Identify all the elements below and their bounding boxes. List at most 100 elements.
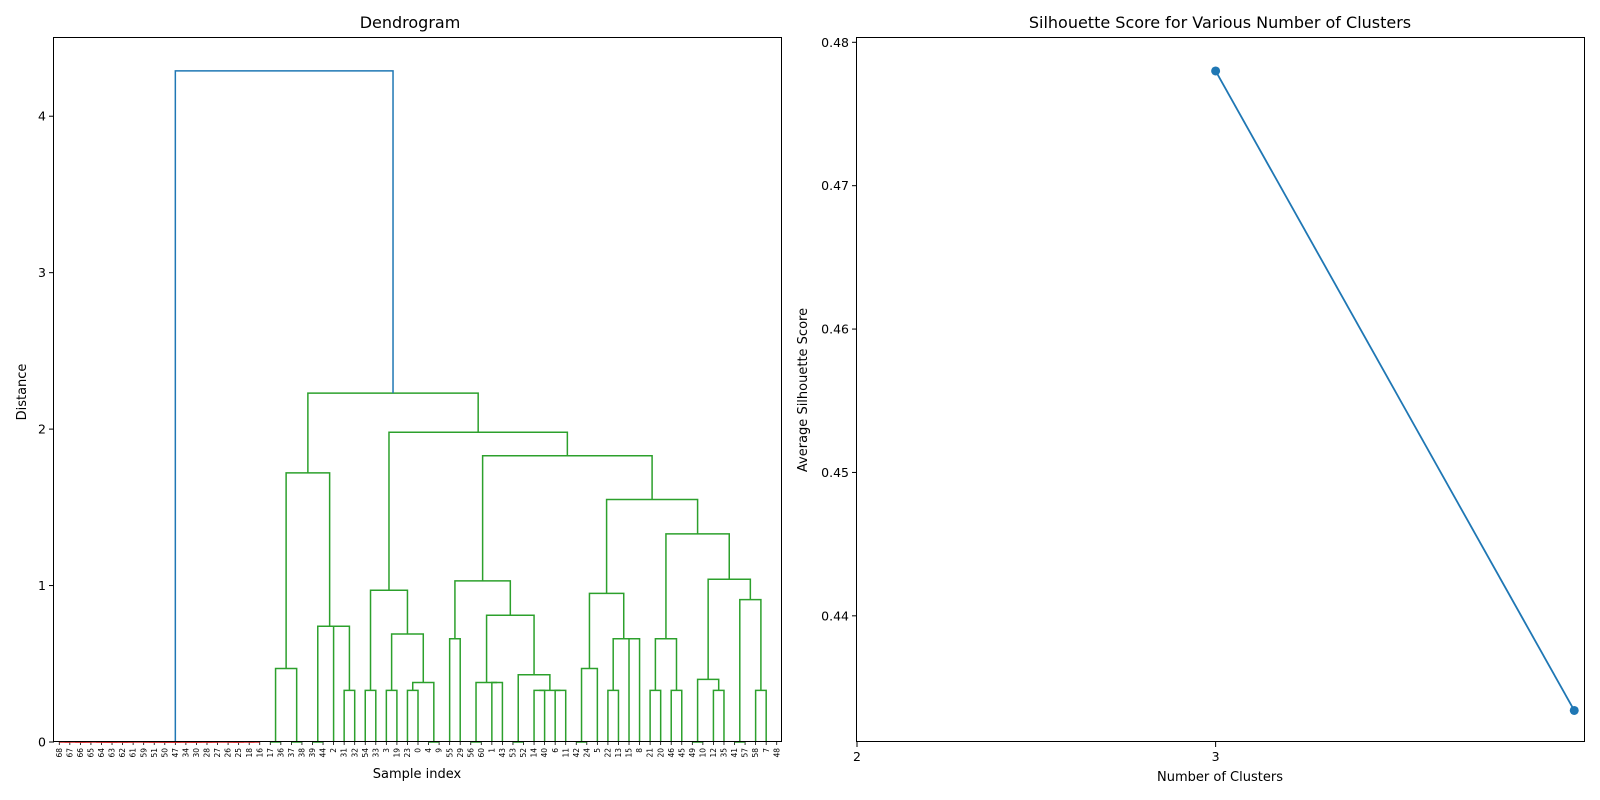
dendrogram-leaf-label: 25 xyxy=(234,748,243,758)
dendrogram-link xyxy=(665,533,730,639)
dendrogram-link xyxy=(481,454,653,581)
dendrogram-link xyxy=(448,637,461,742)
dendrogram-leaf-label: 45 xyxy=(677,748,686,758)
dendrogram-leaf-label: 21 xyxy=(646,748,655,758)
dendrogram-leaf-label: 28 xyxy=(203,748,212,758)
dendrogram-link xyxy=(285,472,331,669)
dendrogram-leaf-labels: 68 67 66 65 64 63 62 61 59 51 50 47 34 30 28 27 26 25 18 16… xyxy=(55,742,781,758)
silhouette-x-tick-label: 3 xyxy=(1212,749,1220,764)
dendrogram-x-label: Sample index xyxy=(373,767,462,782)
silhouette-point xyxy=(1211,66,1221,76)
silhouette-chart: Silhouette Score for Various Number of C… xyxy=(796,13,1585,785)
dendrogram-leaf-label: 42 xyxy=(572,748,581,758)
dendrogram-leaf-label: 49 xyxy=(688,748,697,758)
dendrogram-link xyxy=(670,689,683,742)
dendrogram-leaf-label: 26 xyxy=(224,748,233,758)
dendrogram-leaf-label: 17 xyxy=(266,748,275,758)
dendrogram-leaf-label: 63 xyxy=(108,748,117,758)
dendrogram-leaf-label: 59 xyxy=(139,748,148,758)
dendrogram-leaf-label: 41 xyxy=(730,748,739,758)
dendrogram-leaf-label: 7 xyxy=(762,748,771,753)
dendrogram-leaf-label: 58 xyxy=(751,748,760,758)
dendrogram-leaf-label: 53 xyxy=(509,748,518,758)
dendrogram-y-label: Distance xyxy=(15,364,30,421)
silhouette-y-tick-label: 0.47 xyxy=(821,178,849,193)
dendrogram-links xyxy=(59,70,767,743)
dendrogram-leaf-label: 44 xyxy=(319,748,328,758)
dendrogram-leaf-label: 61 xyxy=(129,748,138,758)
dendrogram-link xyxy=(174,70,394,742)
dendrogram-leaf-label: 62 xyxy=(118,748,127,758)
dendrogram-leaf-label: 64 xyxy=(97,748,106,758)
dendrogram-leaf-label: 24 xyxy=(582,748,591,758)
dendrogram-leaf-label: 8 xyxy=(635,748,644,753)
dendrogram-leaf-label: 0 xyxy=(414,748,423,753)
dendrogram-y-ticks: 0 1 2 3 4 xyxy=(38,109,54,750)
dendrogram-link xyxy=(612,637,635,691)
silhouette-y-tick-label: 0.44 xyxy=(821,608,849,623)
silhouette-y-tick-label: 0.45 xyxy=(821,465,849,480)
dendrogram-leaf-label: 60 xyxy=(477,748,486,758)
dendrogram-leaf-label: 38 xyxy=(298,748,307,758)
dendrogram-leaf-label: 20 xyxy=(656,748,665,758)
dendrogram-link xyxy=(332,625,351,742)
silhouette-point xyxy=(1569,705,1579,715)
dendrogram-leaf-label: 67 xyxy=(65,748,74,758)
dendrogram-leaf-label: 68 xyxy=(55,748,64,758)
dendrogram-link xyxy=(649,689,662,742)
dendrogram-link xyxy=(317,625,342,742)
dendrogram-leaf-label: 2 xyxy=(329,748,338,753)
dendrogram-title: Dendrogram xyxy=(360,13,461,32)
dendrogram-leaf-label: 32 xyxy=(350,748,359,758)
dendrogram-leaf-label: 11 xyxy=(561,748,570,758)
dendrogram-link xyxy=(385,689,398,742)
dendrogram-link xyxy=(554,689,567,742)
dendrogram-leaf-label: 51 xyxy=(150,748,159,758)
dendrogram-link xyxy=(485,614,535,683)
dendrogram-link xyxy=(712,689,725,742)
silhouette-ticks: 0.44 0.45 0.46 0.47 0.48 2 3 xyxy=(821,35,1219,764)
dendrogram-leaf-label: 34 xyxy=(181,748,190,758)
dendrogram-leaf-label: 33 xyxy=(371,748,380,758)
dendrogram-leaf-label: 56 xyxy=(466,748,475,758)
dendrogram-link xyxy=(605,498,699,594)
dendrogram-leaf-label: 13 xyxy=(614,748,623,758)
dendrogram-link xyxy=(533,689,546,742)
dendrogram-link xyxy=(696,678,720,742)
dendrogram-y-tick-label: 3 xyxy=(38,265,46,280)
dendrogram-link xyxy=(517,673,551,742)
dendrogram-leaf-label: 66 xyxy=(76,748,85,758)
dendrogram-link xyxy=(454,580,512,639)
dendrogram-link xyxy=(754,689,767,742)
dendrogram-link xyxy=(475,681,498,742)
dendrogram-y-tick-label: 1 xyxy=(38,578,46,593)
dendrogram-link xyxy=(707,578,752,680)
dendrogram-leaf-label: 19 xyxy=(392,748,401,758)
dendrogram-leaf-label: 36 xyxy=(276,748,285,758)
dendrogram-leaf-label: 43 xyxy=(498,748,507,758)
dendrogram-leaf-label: 9 xyxy=(435,748,444,753)
dendrogram-leaf-label: 18 xyxy=(245,748,254,758)
dendrogram-link xyxy=(491,681,504,742)
dendrogram-leaf-label: 16 xyxy=(255,748,264,758)
dendrogram-leaf-label: 23 xyxy=(403,748,412,758)
dendrogram-link xyxy=(343,689,356,742)
dendrogram-link xyxy=(364,689,377,742)
dendrogram-link xyxy=(628,637,641,742)
dendrogram-leaf-label: 31 xyxy=(340,748,349,758)
dendrogram-leaf-label: 46 xyxy=(667,748,676,758)
dendrogram-link xyxy=(406,689,419,742)
dendrogram-y-tick-label: 4 xyxy=(38,109,46,124)
dendrogram-leaf-label: 14 xyxy=(530,748,539,758)
dendrogram-leaf-label: 10 xyxy=(698,748,707,758)
silhouette-line xyxy=(1214,70,1576,711)
dendrogram-leaf-label: 50 xyxy=(160,748,169,758)
dendrogram-leaf-label: 22 xyxy=(604,748,613,758)
dendrogram-leaf-label: 52 xyxy=(519,748,528,758)
dendrogram-leaf-label: 37 xyxy=(287,748,296,758)
dendrogram-link xyxy=(607,689,620,742)
dendrogram-axes-frame xyxy=(53,37,782,742)
dendrogram-link xyxy=(588,592,625,669)
